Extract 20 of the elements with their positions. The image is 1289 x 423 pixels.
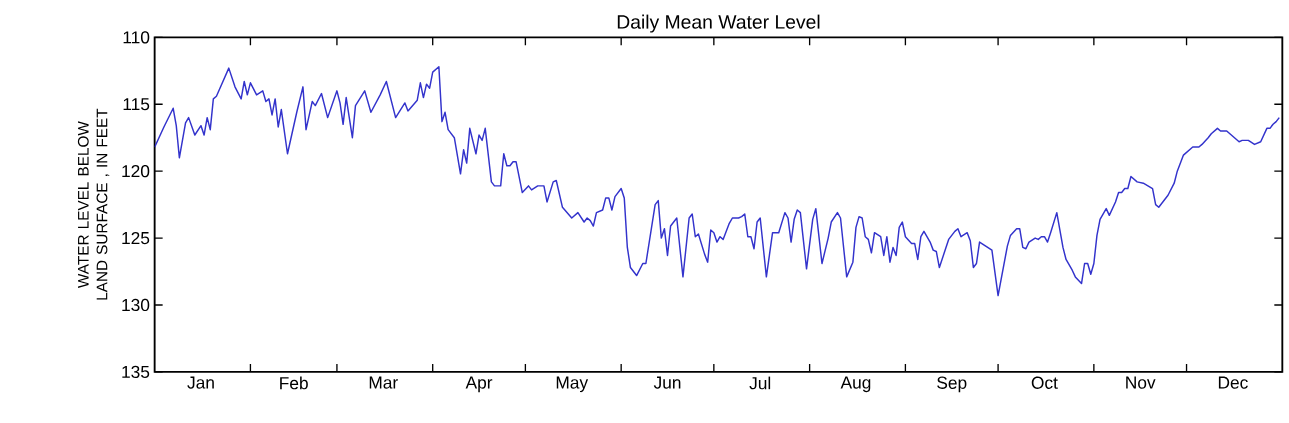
y-tick-label: 130 <box>122 299 150 312</box>
x-tick-label: Mar <box>369 376 398 389</box>
y-tick-label: 115 <box>123 98 150 111</box>
x-tick-label: Nov <box>1126 376 1156 389</box>
chart-title: Daily Mean Water Level <box>617 14 820 33</box>
x-tick-label: Jan <box>187 376 214 389</box>
y-axis-title: WATER LEVEL BELOW LAND SURFACE , IN FEET <box>77 108 110 300</box>
x-tick-label: Sep <box>937 376 967 393</box>
y-tick-label: 135 <box>122 365 150 379</box>
x-tick-label: Feb <box>280 376 308 390</box>
x-tick-label: Apr <box>465 376 493 393</box>
x-tick-label: Aug <box>840 376 871 393</box>
y-tick-label: 125 <box>122 232 150 245</box>
x-tick-label: Oct <box>1031 376 1058 390</box>
y-tick-label: 110 <box>123 31 150 44</box>
y-tick-label: 120 <box>122 165 150 178</box>
x-tick-label: Jun <box>653 376 681 389</box>
x-tick-label: Dec <box>1218 376 1248 389</box>
x-tick-label: Jul <box>749 376 771 390</box>
x-tick-label: May <box>556 376 589 393</box>
